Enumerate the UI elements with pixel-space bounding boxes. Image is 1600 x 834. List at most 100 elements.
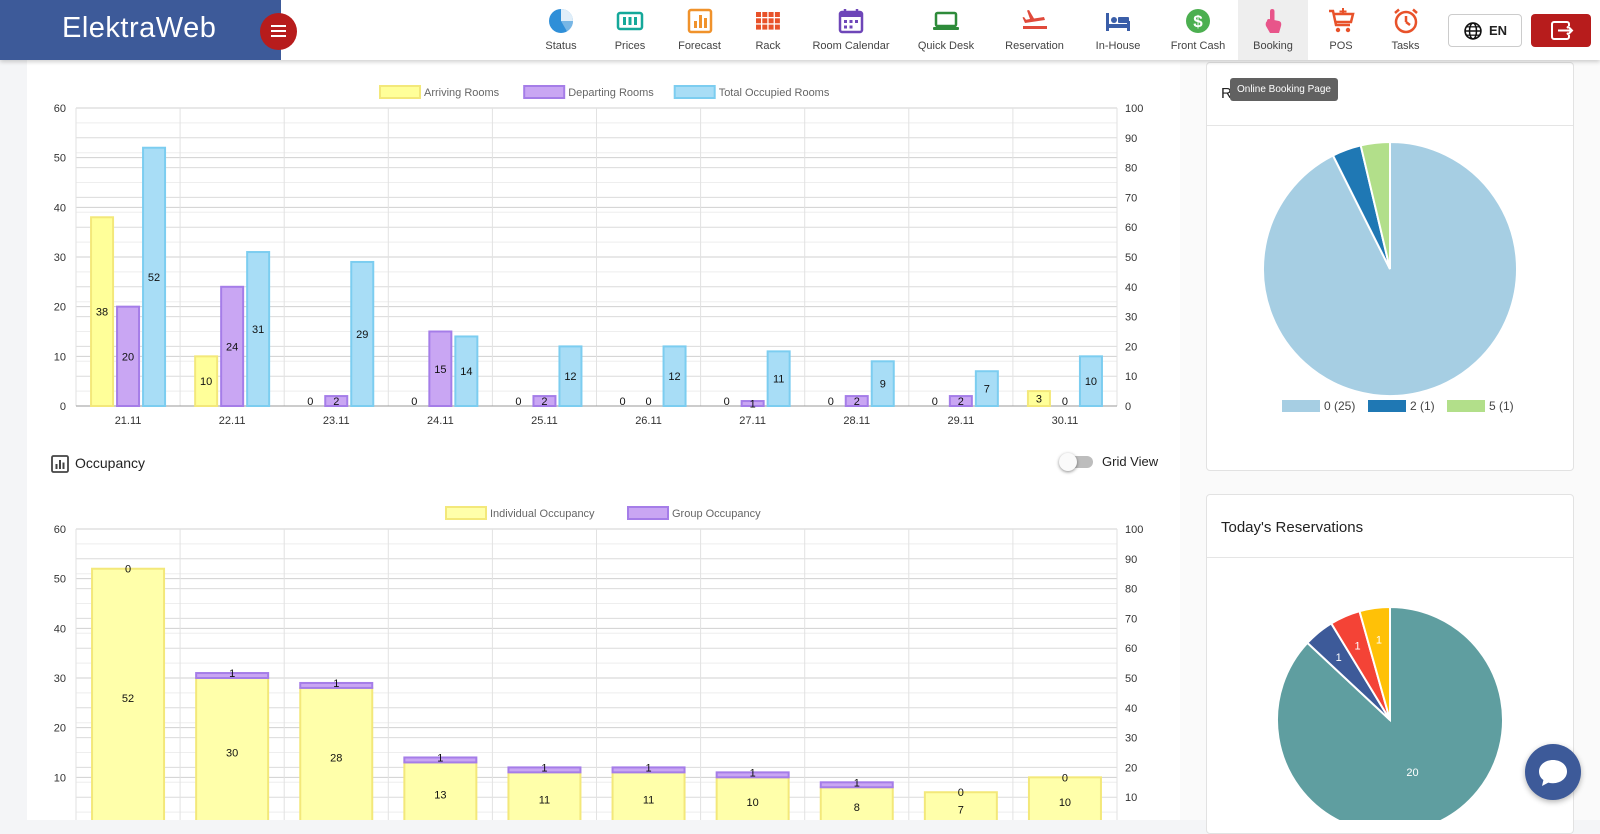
legend-label: Individual Occupancy: [490, 508, 595, 520]
y2-tick-label: 50: [1125, 673, 1137, 685]
legend-swatch: [445, 506, 487, 520]
bar-value-label: 30: [226, 748, 238, 760]
legend-swatch: [673, 85, 716, 99]
legend-label: Arriving Rooms: [424, 87, 500, 99]
nav-label: Room Calendar: [812, 40, 890, 52]
bar: [507, 771, 582, 820]
nav-label: Status: [545, 40, 577, 52]
status-icon: [549, 9, 573, 33]
brand-logo[interactable]: ElektraWeb: [62, 12, 217, 44]
bar-value-label: 52: [148, 272, 160, 284]
x-tick-label: 23.11: [323, 415, 350, 427]
y2-tick-label: 100: [1125, 103, 1143, 115]
menu-icon: [271, 25, 286, 27]
bar-value-label: 2: [333, 396, 339, 408]
occupancy-bar-chart: 10203040506010203040506070809010021.1122…: [54, 506, 1143, 820]
pie-slice: [1358, 605, 1391, 721]
bar: [299, 681, 374, 689]
hamburger-menu-button[interactable]: [260, 13, 297, 50]
y2-tick-label: 40: [1125, 282, 1137, 294]
chat-button[interactable]: [1525, 744, 1581, 800]
toggle-knob: [1059, 453, 1077, 471]
bar: [350, 260, 375, 407]
nav-item-tasks[interactable]: Tasks: [1374, 0, 1437, 60]
nav-item-booking[interactable]: Booking: [1238, 0, 1308, 60]
bar-value-label: 10: [747, 797, 759, 809]
front-cash-icon: $: [1186, 9, 1210, 33]
today-reservations-pie: 20 1 1 1: [1276, 605, 1504, 820]
bar: [507, 766, 582, 774]
bar: [611, 766, 686, 774]
nav-label: POS: [1329, 40, 1353, 52]
bar-value-label: 9: [880, 379, 886, 391]
legend-label: 5 (1): [1489, 399, 1514, 413]
bar-value-label: 0: [619, 396, 625, 408]
bar-value-label: 11: [539, 795, 550, 807]
legend-label: Departing Rooms: [568, 87, 654, 99]
bar-value-label: 2: [958, 396, 964, 408]
nav-item-prices[interactable]: Prices: [596, 0, 664, 60]
bar-value-label: 29: [356, 329, 368, 341]
bar-value-label: 12: [668, 371, 680, 383]
bar: [220, 285, 245, 407]
nav-item-forecast[interactable]: Forecast: [664, 0, 735, 60]
in-house-icon: [1106, 13, 1130, 31]
bar: [1027, 776, 1102, 820]
y-tick-label: 30: [54, 673, 66, 685]
nav-item-status[interactable]: Status: [526, 0, 596, 60]
bar-value-label: 0: [515, 396, 521, 408]
bar-value-label: 7: [984, 384, 990, 396]
forecast-icon: [687, 8, 712, 34]
y2-tick-label: 40: [1125, 703, 1137, 715]
y2-tick-label: 90: [1125, 133, 1137, 145]
language-selector[interactable]: EN: [1448, 14, 1522, 47]
bar-value-label: 11: [773, 374, 784, 386]
y-tick-label: 30: [54, 252, 66, 264]
y-tick-label: 60: [54, 103, 66, 115]
y2-tick-label: 0: [1125, 401, 1131, 413]
bar: [91, 567, 166, 820]
card-divider: [1207, 125, 1573, 126]
bar: [662, 345, 687, 407]
nav-item-rack[interactable]: Rack: [735, 0, 801, 60]
x-tick-label: 25.11: [531, 415, 558, 427]
nav-item-in-house[interactable]: In-House: [1078, 0, 1158, 60]
nav-item-reservation[interactable]: Reservation: [991, 0, 1078, 60]
y-tick-label: 40: [54, 623, 66, 635]
bar-value-label: 1: [541, 762, 547, 774]
menu-icon: [271, 30, 286, 32]
legend-swatch: [1447, 400, 1485, 412]
bar: [766, 350, 791, 408]
y2-tick-label: 60: [1125, 643, 1137, 655]
y2-tick-label: 10: [1125, 792, 1137, 804]
nav-label: Quick Desk: [917, 40, 975, 52]
bar-value-label: 1: [229, 668, 235, 680]
nav-label: Front Cash: [1170, 40, 1226, 52]
bar: [923, 791, 998, 820]
bar: [611, 771, 686, 820]
rooms-bar-chart: 0102030405060010203040506070809010021.11…: [54, 85, 1143, 427]
y2-tick-label: 80: [1125, 584, 1137, 596]
bar-value-label: 0: [958, 787, 964, 799]
bar-value-label: 52: [122, 693, 134, 705]
logout-button[interactable]: [1531, 14, 1591, 47]
nav-item-room-calendar[interactable]: Room Calendar: [801, 0, 901, 60]
nav-item-pos[interactable]: POS: [1308, 0, 1374, 60]
legend-swatch: [523, 85, 566, 99]
logout-icon: [1551, 21, 1574, 40]
bar-value-label: 1: [333, 678, 339, 690]
grid-view-toggle[interactable]: [1059, 453, 1097, 471]
bar-value-label: 24: [226, 341, 238, 353]
bar: [740, 400, 765, 407]
bar-value-label: 0: [307, 396, 313, 408]
bar: [246, 251, 271, 407]
bar-chart-icon: [51, 455, 69, 473]
bar-value-label: 1: [750, 399, 756, 411]
y-tick-label: 50: [54, 574, 66, 586]
bar-value-label: 20: [122, 351, 134, 363]
nav-label: In-House: [1095, 40, 1141, 52]
bar-value-label: 1: [437, 752, 443, 764]
nav-label: Prices: [614, 40, 646, 52]
nav-item-quick-desk[interactable]: Quick Desk: [901, 0, 991, 60]
nav-item-front-cash[interactable]: $ Front Cash: [1158, 0, 1238, 60]
